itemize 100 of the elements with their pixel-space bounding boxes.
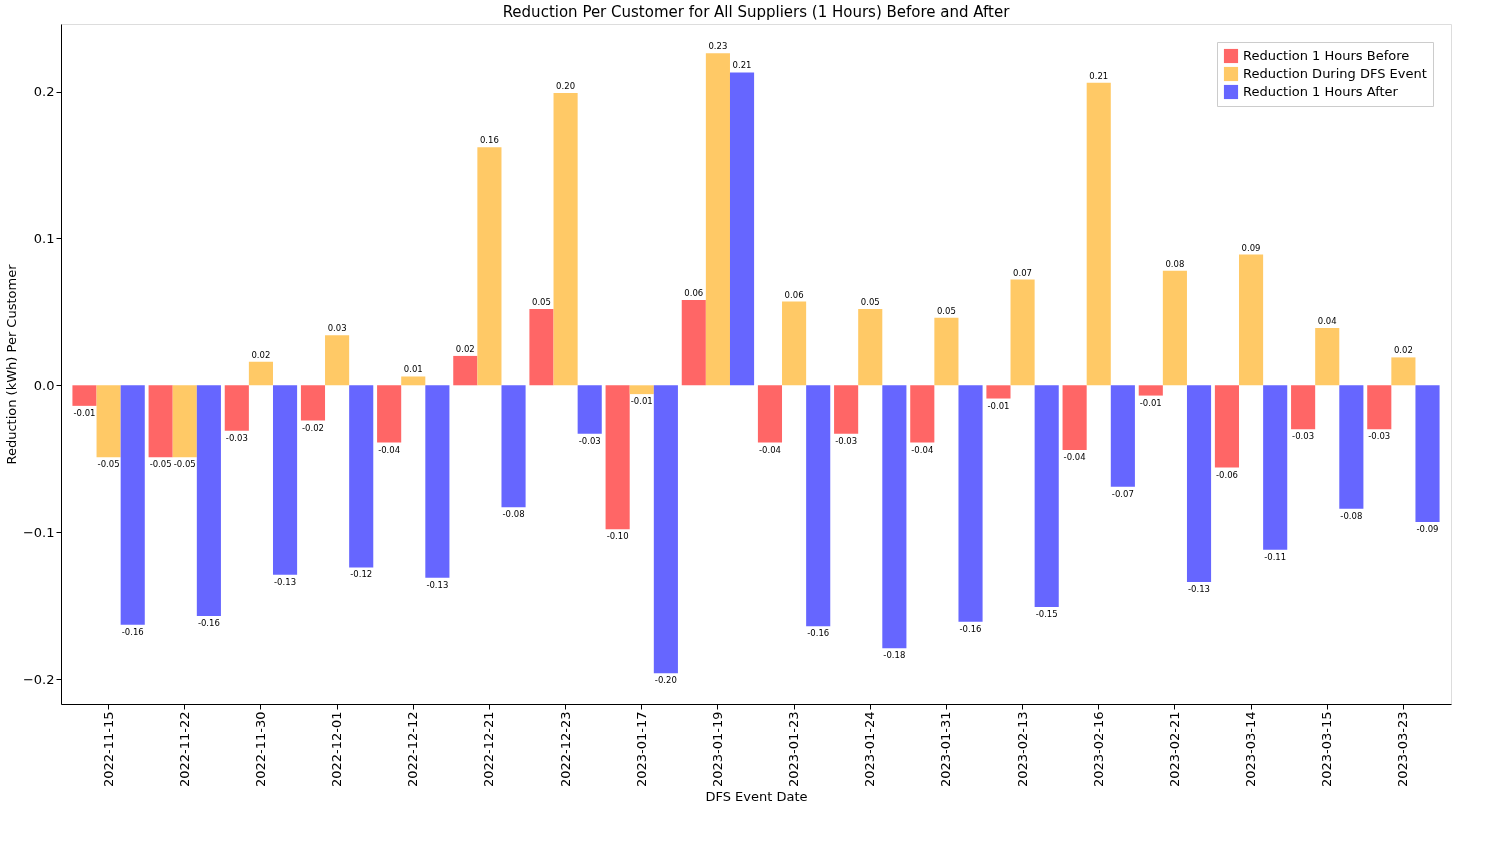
x-tick-label: 2023-02-21 — [1166, 711, 1182, 788]
bar — [453, 355, 478, 386]
bar — [501, 385, 526, 508]
data-label: 0.05 — [860, 296, 880, 307]
data-label: 0.21 — [732, 60, 752, 71]
bar — [729, 72, 755, 386]
data-label: -0.08 — [502, 509, 525, 520]
data-label: -0.16 — [197, 617, 220, 628]
data-label: -0.05 — [97, 459, 120, 470]
y-tick-label: 0.1 — [33, 230, 55, 246]
data-label: -0.06 — [1215, 469, 1238, 480]
bar — [1367, 385, 1392, 430]
bar — [349, 385, 374, 568]
bar — [1062, 385, 1087, 450]
x-tick-label: 2023-01-31 — [938, 711, 954, 788]
data-label: 0.02 — [1393, 345, 1413, 356]
data-label: -0.03 — [1292, 431, 1315, 442]
bar — [782, 301, 807, 386]
data-label: -0.16 — [959, 623, 982, 634]
bar — [401, 376, 426, 386]
x-tick-label: 2022-12-21 — [481, 711, 497, 788]
bar — [425, 385, 450, 578]
y-tick-label: 0.2 — [33, 84, 55, 100]
data-label: -0.01 — [73, 407, 96, 418]
bar — [806, 385, 831, 627]
data-label: 0.08 — [1165, 258, 1185, 269]
x-tick-label: 2023-02-16 — [1090, 711, 1106, 788]
data-label: -0.10 — [606, 531, 629, 542]
data-label: -0.07 — [1111, 488, 1134, 499]
data-label: -0.05 — [149, 459, 172, 470]
bar — [605, 385, 630, 530]
bar — [1138, 385, 1163, 396]
data-label: 0.23 — [708, 41, 728, 52]
data-label: -0.08 — [1340, 510, 1363, 521]
data-label: -0.04 — [758, 444, 781, 455]
bar — [120, 385, 145, 625]
x-tick-label: 2023-03-14 — [1243, 711, 1259, 788]
x-axis-title: DFS Event Date — [705, 789, 808, 805]
data-label: 0.03 — [327, 323, 347, 334]
chart-title: Reduction Per Customer for All Suppliers (1 Hours) Before and After — [502, 3, 1011, 21]
bar — [1214, 385, 1240, 468]
x-tick-label: 2022-12-23 — [557, 711, 573, 788]
data-label: -0.03 — [835, 435, 858, 446]
y-tick-label: −0.1 — [22, 524, 55, 540]
data-label: -0.12 — [350, 569, 373, 580]
y-tick-label: 0.0 — [33, 377, 55, 393]
bar — [248, 361, 273, 386]
data-label: 0.09 — [1241, 242, 1261, 253]
data-label: -0.04 — [378, 444, 401, 455]
bar — [1034, 385, 1059, 608]
bar — [1339, 385, 1364, 509]
legend-label: Reduction 1 Hours Before — [1243, 48, 1410, 63]
data-label: -0.05 — [173, 459, 196, 470]
data-label: 0.16 — [479, 135, 499, 146]
data-label: -0.13 — [274, 576, 297, 587]
x-tick-label: 2023-01-23 — [786, 711, 802, 788]
bar — [1391, 357, 1416, 386]
data-label: -0.03 — [225, 432, 248, 443]
data-label: -0.01 — [1139, 397, 1162, 408]
y-tick-label: −0.2 — [22, 671, 55, 687]
bar — [958, 385, 983, 622]
x-tick-label: 2023-01-19 — [709, 711, 725, 788]
data-label: -0.13 — [1188, 584, 1211, 595]
bar — [377, 385, 402, 443]
bar — [629, 385, 654, 395]
data-label: -0.04 — [911, 444, 934, 455]
x-tick-label: 2023-01-17 — [633, 711, 649, 788]
data-label: 0.01 — [403, 364, 423, 375]
bar — [1086, 82, 1111, 386]
bar — [224, 385, 249, 431]
bar — [529, 308, 554, 386]
bar — [325, 335, 350, 386]
bar — [72, 385, 97, 406]
bar — [1162, 270, 1187, 386]
bar — [1415, 385, 1440, 522]
bar — [705, 53, 730, 386]
x-tick-label: 2023-03-23 — [1395, 711, 1411, 788]
bar — [96, 385, 121, 458]
data-label: -0.01 — [630, 396, 653, 407]
bar — [1186, 385, 1212, 583]
bar — [910, 385, 935, 443]
bar — [1291, 385, 1316, 430]
data-label: 0.20 — [556, 81, 576, 92]
x-tick-label: 2022-11-30 — [252, 711, 268, 788]
data-label: -0.15 — [1035, 609, 1058, 620]
bar — [934, 317, 959, 386]
data-label: -0.01 — [987, 400, 1010, 411]
x-tick-label: 2022-12-12 — [405, 711, 421, 788]
data-label: 0.07 — [1013, 267, 1033, 278]
data-label: -0.16 — [807, 628, 830, 639]
y-axis-title: Reduction (kWh) Per Customer — [3, 263, 19, 465]
x-tick-label: 2023-01-24 — [862, 711, 878, 788]
data-label: -0.13 — [426, 579, 449, 590]
x-tick-label: 2023-02-13 — [1014, 711, 1030, 788]
data-label: -0.20 — [654, 675, 677, 686]
bar — [300, 385, 326, 421]
data-label: -0.09 — [1416, 523, 1439, 534]
data-label: 0.06 — [684, 288, 704, 299]
x-tick-label: 2022-12-01 — [329, 711, 345, 788]
bar — [1315, 328, 1340, 386]
